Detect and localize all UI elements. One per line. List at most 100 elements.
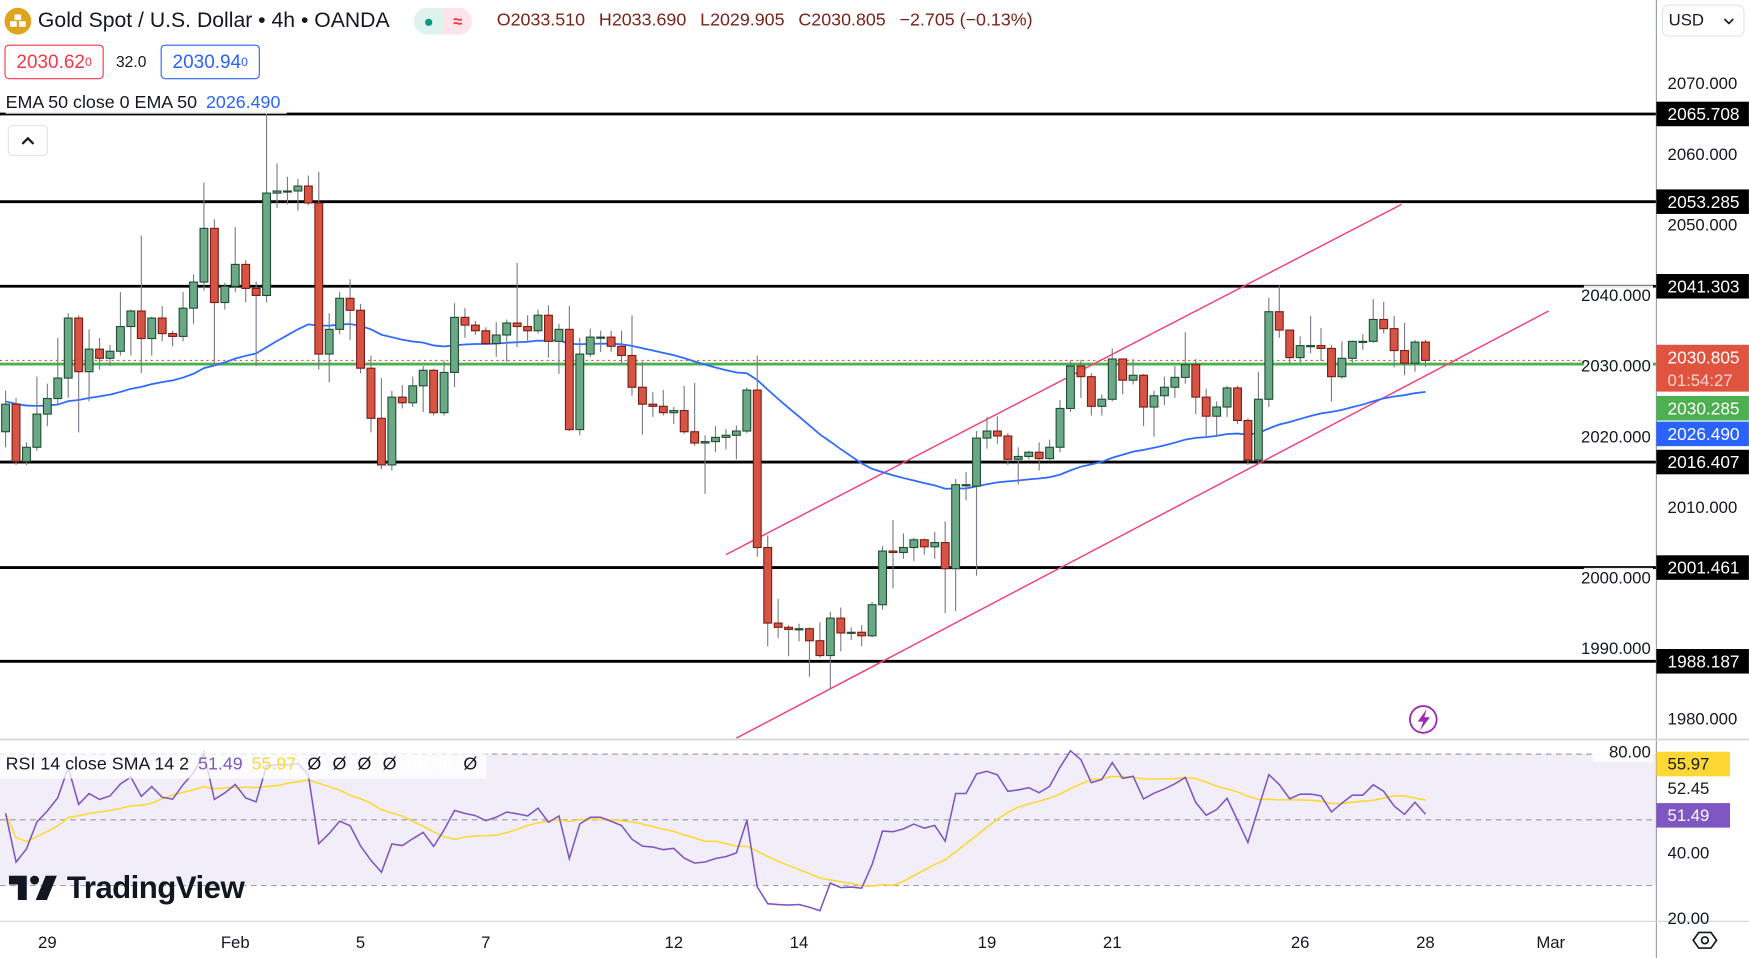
candle-up[interactable]	[1295, 345, 1305, 359]
candle-up[interactable]	[575, 353, 585, 431]
candle-down[interactable]	[606, 336, 616, 347]
candle-up[interactable]	[84, 348, 94, 373]
candle-up[interactable]	[147, 317, 157, 340]
candle-down[interactable]	[815, 640, 825, 657]
candle-up[interactable]	[126, 310, 136, 328]
candle-up[interactable]	[951, 484, 961, 570]
candle-up[interactable]	[387, 396, 397, 466]
candle-up[interactable]	[930, 542, 940, 548]
candle-down[interactable]	[564, 328, 574, 431]
candle-up[interactable]	[418, 369, 428, 387]
candle-up[interactable]	[898, 546, 908, 554]
candle-down[interactable]	[544, 314, 553, 342]
candle-up[interactable]	[21, 446, 31, 462]
candle-down[interactable]	[397, 396, 407, 404]
candle-up[interactable]	[711, 436, 720, 443]
sell-button[interactable]: 2030.62 0	[4, 44, 104, 80]
candle-down[interactable]	[1034, 451, 1044, 460]
candle-down[interactable]	[1389, 328, 1399, 352]
candle-down[interactable]	[470, 324, 480, 332]
candle-down[interactable]	[136, 310, 146, 340]
candle-down[interactable]	[763, 546, 773, 624]
candle-up[interactable]	[909, 539, 919, 549]
candle-up[interactable]	[961, 484, 971, 487]
candle-down[interactable]	[648, 403, 658, 407]
candle-up[interactable]	[53, 377, 63, 400]
candle-up[interactable]	[1347, 340, 1357, 359]
candle-down[interactable]	[857, 631, 867, 637]
candle-up[interactable]	[63, 317, 73, 379]
currency-dropdown[interactable]: USD	[1661, 4, 1745, 37]
candle-up[interactable]	[721, 434, 731, 438]
candle-up[interactable]	[1180, 364, 1190, 378]
candle-up[interactable]	[105, 350, 115, 359]
candle-down[interactable]	[690, 431, 700, 444]
candle-up[interactable]	[1264, 311, 1274, 400]
candle-down[interactable]	[523, 325, 533, 332]
candle-down[interactable]	[1316, 345, 1326, 349]
candle-up[interactable]	[596, 336, 606, 339]
candle-up[interactable]	[554, 328, 564, 342]
rsi-legend[interactable]: RSI 14 close SMA 14 2 51.49 55.97 Ø Ø Ø …	[0, 751, 487, 779]
candle-down[interactable]	[1086, 376, 1096, 407]
candle-down[interactable]	[888, 550, 898, 554]
candle-up[interactable]	[878, 550, 888, 606]
candle-up[interactable]	[1107, 358, 1117, 400]
candle-up[interactable]	[1149, 395, 1159, 408]
candle-up[interactable]	[1045, 446, 1055, 460]
candle-down[interactable]	[429, 369, 439, 414]
candle-down[interactable]	[345, 297, 355, 311]
candle-up[interactable]	[115, 325, 125, 352]
candle-down[interactable]	[1420, 341, 1430, 361]
candle-up[interactable]	[867, 604, 877, 637]
settings-icon[interactable]	[1692, 931, 1718, 949]
candle-up[interactable]	[585, 336, 595, 355]
candle-down[interactable]	[241, 263, 251, 289]
candle-up[interactable]	[42, 397, 52, 415]
candle-up[interactable]	[32, 413, 42, 448]
candle-up[interactable]	[220, 285, 230, 304]
candle-down[interactable]	[617, 345, 627, 357]
candle-down[interactable]	[366, 367, 376, 419]
candle-down[interactable]	[1274, 311, 1284, 331]
channel-line-lower[interactable]	[736, 310, 1549, 739]
candle-up[interactable]	[669, 409, 679, 414]
candle-down[interactable]	[992, 430, 1002, 437]
candle-up[interactable]	[199, 227, 209, 283]
candle-down[interactable]	[752, 389, 762, 549]
ema-legend[interactable]: EMA 50 close 0 EMA 50 2026.490	[5, 93, 288, 114]
candle-down[interactable]	[74, 317, 84, 373]
candle-down[interactable]	[658, 405, 668, 414]
candle-down[interactable]	[679, 409, 689, 433]
candle-down[interactable]	[1379, 318, 1389, 330]
candle-up[interactable]	[1337, 357, 1347, 378]
candle-up[interactable]	[1, 403, 11, 433]
candle-up[interactable]	[450, 316, 459, 373]
market-status-pill[interactable]: ● ≈	[414, 7, 473, 35]
candle-down[interactable]	[805, 628, 814, 642]
candle-down[interactable]	[376, 417, 386, 466]
candle-up[interactable]	[189, 281, 198, 309]
candle-down[interactable]	[1191, 364, 1201, 398]
candle-down[interactable]	[157, 317, 167, 335]
candle-down[interactable]	[481, 330, 491, 345]
candle-down[interactable]	[512, 322, 522, 328]
candle-down[interactable]	[95, 348, 104, 359]
candle-up[interactable]	[731, 430, 741, 436]
candle-up[interactable]	[1358, 340, 1368, 344]
candle-up[interactable]	[1066, 365, 1075, 409]
candle-up[interactable]	[262, 192, 272, 297]
candle-down[interactable]	[251, 287, 261, 297]
candle-down[interactable]	[1327, 347, 1336, 378]
candle-down[interactable]	[1400, 349, 1410, 364]
candle-down[interactable]	[303, 185, 313, 204]
candle-up[interactable]	[1097, 398, 1107, 407]
candle-up[interactable]	[1159, 386, 1169, 397]
candle-up[interactable]	[1368, 318, 1378, 342]
candle-down[interactable]	[1003, 435, 1013, 460]
candle-up[interactable]	[230, 263, 240, 287]
candle-up[interactable]	[502, 322, 512, 336]
candle-up[interactable]	[272, 190, 282, 194]
candle-up[interactable]	[972, 437, 981, 487]
candle-down[interactable]	[209, 227, 219, 304]
